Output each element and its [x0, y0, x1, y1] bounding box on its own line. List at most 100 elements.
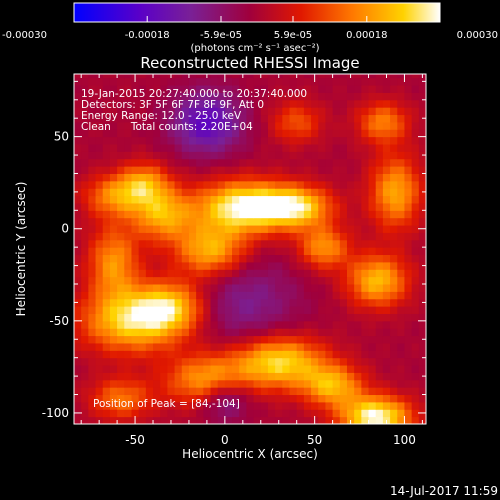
- heatmap-cell: [81, 151, 89, 160]
- heatmap-cell: [174, 401, 183, 410]
- heatmap-cell: [210, 195, 219, 204]
- heatmap-cell: [109, 335, 118, 344]
- heatmap-cell: [196, 239, 204, 248]
- heatmap-cell: [404, 320, 413, 329]
- heatmap-cell: [124, 210, 132, 219]
- heatmap-cell: [239, 306, 247, 314]
- heatmap-cell: [117, 416, 125, 424]
- heatmap-cell: [188, 342, 197, 351]
- heatmap-cell: [203, 401, 211, 410]
- heatmap-cell: [253, 328, 262, 337]
- heatmap-cell: [224, 335, 233, 344]
- heatmap-cell: [74, 195, 82, 204]
- heatmap-cell: [145, 85, 154, 93]
- heatmap-cell: [267, 99, 276, 108]
- heatmap-cell: [397, 129, 405, 138]
- heatmap-cell: [267, 409, 276, 418]
- heatmap-cell: [95, 195, 104, 204]
- heatmap-cell: [88, 357, 97, 366]
- heatmap-cell: [167, 313, 176, 322]
- heatmap-cell: [346, 313, 355, 322]
- heatmap-cell: [411, 136, 420, 145]
- heatmap-cell: [289, 129, 298, 138]
- heatmap-cell: [332, 394, 341, 403]
- heatmap-cell: [368, 284, 377, 292]
- heatmap-cell: [160, 261, 168, 270]
- heatmap-cell: [88, 276, 97, 285]
- heatmap-cell: [181, 85, 190, 93]
- heatmap-cell: [117, 342, 125, 351]
- heatmap-cell: [210, 166, 219, 174]
- heatmap-cell: [246, 107, 255, 116]
- heatmap-cell: [404, 166, 413, 174]
- heatmap-cell: [325, 313, 334, 322]
- heatmap-cell: [253, 342, 262, 351]
- heatmap-cell: [325, 254, 334, 263]
- heatmap-cell: [296, 409, 305, 418]
- heatmap-cell: [124, 342, 132, 351]
- heatmap-cell: [289, 166, 298, 174]
- heatmap-cell: [404, 379, 413, 388]
- heatmap-cell: [224, 284, 233, 292]
- heatmap-cell: [311, 298, 319, 307]
- heatmap-cell: [282, 416, 291, 424]
- heatmap-cell: [224, 151, 233, 160]
- heatmap-cell: [390, 261, 398, 270]
- heatmap-cell: [188, 232, 197, 241]
- heatmap-cell: [275, 335, 283, 344]
- heatmap-cell: [138, 173, 147, 182]
- heatmap-cell: [267, 365, 276, 373]
- heatmap-cell: [246, 387, 255, 396]
- heatmap-cell: [418, 85, 426, 93]
- heatmap-cell: [167, 247, 176, 256]
- heatmap-cell: [411, 261, 420, 270]
- heatmap-cell: [160, 401, 168, 410]
- heatmap-cell: [404, 217, 413, 226]
- heatmap-cell: [167, 320, 176, 329]
- heatmap-cell: [311, 158, 319, 167]
- heatmap-cell: [102, 416, 111, 424]
- heatmap-cell: [153, 173, 161, 182]
- heatmap-cell: [375, 239, 384, 248]
- heatmap-cell: [232, 416, 240, 424]
- heatmap-cell: [210, 379, 219, 388]
- heatmap-cell: [303, 365, 312, 373]
- heatmap-cell: [203, 210, 211, 219]
- heatmap-cell: [102, 357, 111, 366]
- heatmap-cell: [375, 92, 384, 101]
- heatmap-cell: [397, 313, 405, 322]
- heatmap-cell: [181, 188, 190, 197]
- heatmap-cell: [390, 144, 398, 152]
- heatmap-cell: [311, 276, 319, 285]
- heatmap-cell: [109, 387, 118, 396]
- heatmap-cell: [81, 409, 89, 418]
- heatmap-cell: [354, 291, 362, 300]
- heatmap-cell: [232, 74, 240, 79]
- heatmap-cell: [346, 291, 355, 300]
- heatmap-cell: [117, 188, 125, 197]
- heatmap-cell: [354, 320, 362, 329]
- heatmap-cell: [74, 387, 82, 396]
- heatmap-cell: [368, 151, 377, 160]
- heatmap-cell: [203, 394, 211, 403]
- heatmap-cell: [174, 107, 183, 116]
- heatmap-cell: [368, 320, 377, 329]
- heatmap-cell: [232, 313, 240, 322]
- heatmap-cell: [253, 85, 262, 93]
- heatmap-cell: [275, 92, 283, 101]
- heatmap-cell: [138, 342, 147, 351]
- heatmap-cell: [368, 335, 377, 344]
- heatmap-cell: [311, 121, 319, 130]
- heatmap-cell: [325, 350, 334, 359]
- heatmap-cell: [390, 342, 398, 351]
- heatmap-cell: [354, 195, 362, 204]
- heatmap-cell: [418, 232, 426, 241]
- heatmap-cell: [196, 372, 204, 381]
- heatmap-cell: [131, 202, 140, 211]
- heatmap-cell: [88, 114, 97, 123]
- heatmap-cell: [311, 239, 319, 248]
- heatmap-cell: [131, 335, 140, 344]
- heatmap-cell: [181, 114, 190, 123]
- heatmap-cell: [375, 320, 384, 329]
- heatmap-cell: [253, 379, 262, 388]
